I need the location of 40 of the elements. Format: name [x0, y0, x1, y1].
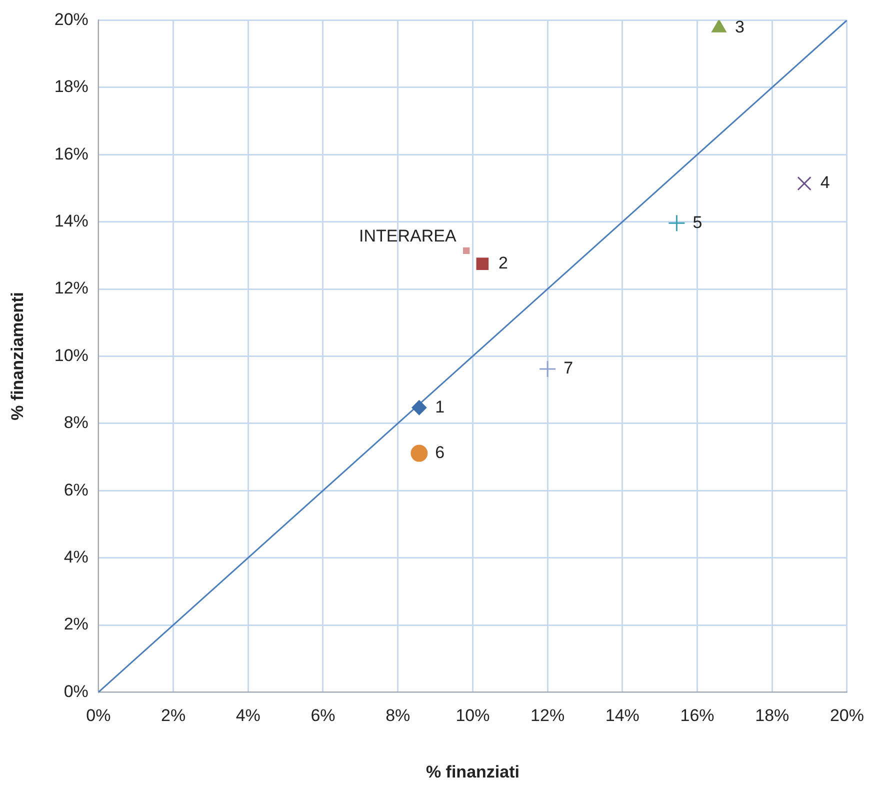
series-label: 5: [692, 212, 702, 232]
x-tick-label: 14%: [605, 706, 640, 726]
point: [412, 400, 427, 416]
x-tick-label: 6%: [310, 706, 336, 726]
series-label: 7: [564, 358, 574, 378]
y-tick-label: 14%: [54, 211, 88, 230]
series-label: 1: [435, 397, 445, 416]
y-tick-label: 0%: [64, 682, 88, 701]
point: [668, 214, 686, 232]
series-label: 6: [435, 442, 445, 462]
x-tick-label: 12%: [530, 706, 565, 726]
y-axis-title: % finanziamenti: [8, 292, 27, 420]
y-tick-label: 8%: [64, 413, 88, 432]
x-tick-label: 10%: [456, 706, 490, 726]
x-tick-label: 0%: [86, 706, 111, 726]
x-axis-title: % finanziati: [426, 762, 520, 782]
series-label: INTERAREA: [359, 226, 458, 246]
y-tick-label: 4%: [64, 547, 88, 566]
point: [538, 360, 556, 378]
y-tick-label: 2%: [64, 614, 88, 634]
point: [476, 258, 489, 270]
series-label: 2: [498, 253, 508, 272]
y-tick-label: 12%: [54, 278, 88, 298]
point: [463, 247, 470, 254]
y-tick-label: 18%: [54, 77, 88, 96]
x-tick-label: 8%: [386, 706, 410, 726]
x-tick-label: 18%: [755, 706, 790, 726]
point: [712, 20, 726, 32]
y-tick-label: 16%: [54, 144, 88, 164]
x-tick-label: 2%: [160, 706, 186, 726]
y-tick-label: 6%: [64, 480, 88, 500]
y-tick-label: 10%: [54, 346, 88, 365]
series-label: 3: [734, 18, 744, 37]
x-tick-label: 16%: [680, 706, 714, 726]
x-tick-label: 4%: [236, 706, 260, 726]
point: [797, 176, 812, 191]
x-tick-label: 20%: [830, 706, 864, 726]
series-label: 4: [820, 173, 830, 192]
y-tick-label: 20%: [54, 10, 88, 29]
point: [410, 444, 428, 462]
